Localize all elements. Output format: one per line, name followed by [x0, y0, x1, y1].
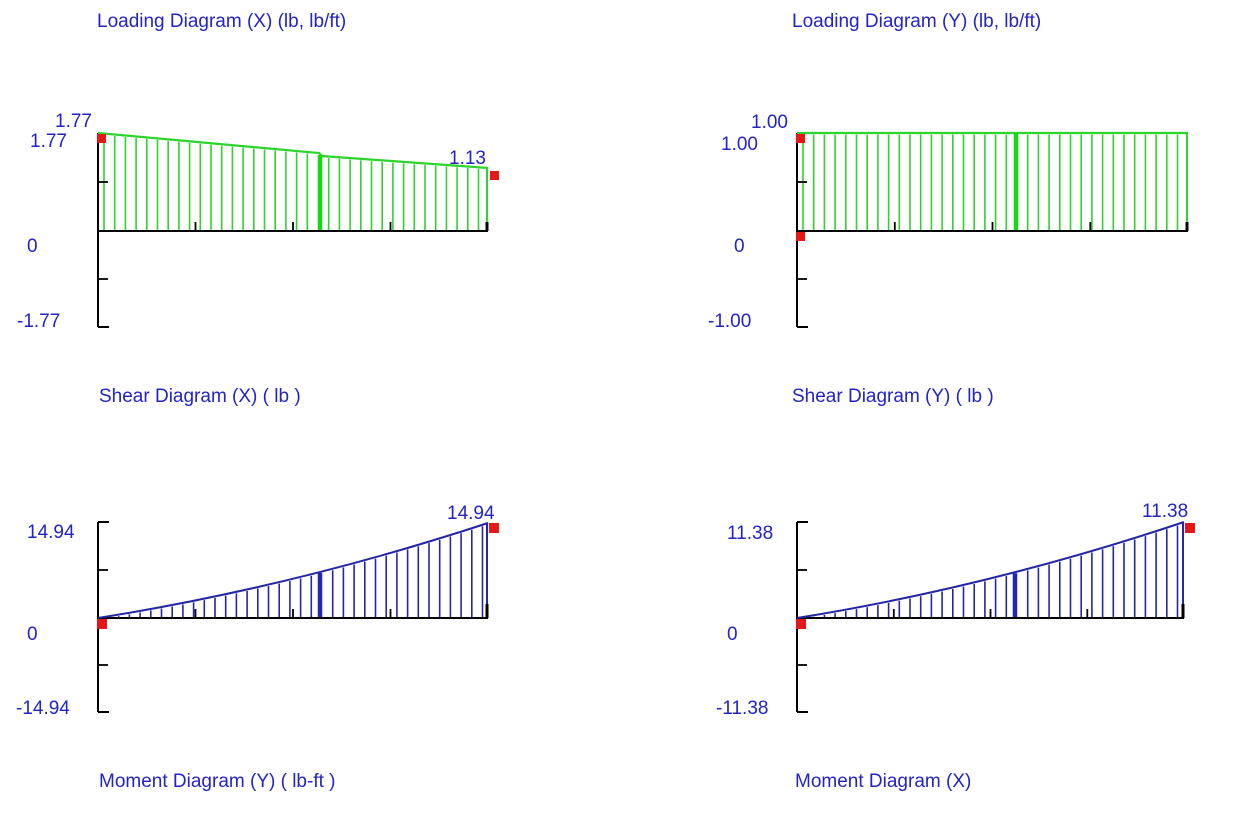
shear-y-min-tick-label: -11.38: [716, 698, 769, 719]
shear-y-max-tick-label: 11.38: [727, 523, 774, 544]
loading-x-start-value-label: 1.77: [55, 111, 92, 132]
shear-y-end-value-label: 11.38: [1142, 501, 1189, 522]
shear-x-profile-line: [97, 522, 489, 619]
shear-x-title: Shear Diagram (X) ( lb ): [99, 386, 301, 407]
shear-y-end-marker: [1185, 523, 1195, 533]
loading-x-start-marker: [97, 134, 106, 143]
moment-y-title: Moment Diagram (Y) ( lb-ft ): [99, 771, 336, 792]
loading-x-zero-tick-label: 0: [27, 236, 38, 257]
loading-y-min-tick-label: -1.00: [708, 311, 752, 332]
shear-x-max-tick-label: 14.94: [27, 522, 75, 543]
shear-x-start-marker: [97, 619, 107, 629]
shear-y-profile-line: [796, 521, 1185, 619]
loading-y-start-value-label: 1.00: [751, 112, 788, 133]
loading-y-zero-tick-label: 0: [734, 236, 745, 257]
loading-y-max-tick-label: 1.00: [721, 134, 758, 155]
loading-x-min-tick-label: -1.77: [17, 311, 61, 332]
loading-y-start-marker: [796, 134, 805, 143]
loading-x-end-value-label: 1.13: [449, 148, 486, 169]
loading-y-end-marker: [796, 232, 805, 241]
shear-y-title: Shear Diagram (Y) ( lb ): [792, 386, 994, 407]
loading-x-chart: [97, 131, 499, 328]
moment-x-title: Moment Diagram (X): [795, 771, 972, 792]
shear-y-zero-tick-label: 0: [727, 624, 738, 645]
loading-x-end-marker: [490, 171, 499, 180]
shear-x-end-value-label: 14.94: [447, 503, 495, 524]
shear-y-start-marker: [796, 619, 806, 629]
shear-x-zero-tick-label: 0: [27, 624, 38, 645]
shear-x-chart: [97, 521, 499, 713]
loading-x-profile-line: [97, 131, 489, 170]
loading-y-title: Loading Diagram (Y) (lb, lb/ft): [792, 11, 1042, 32]
loading-x-max-tick-label: 1.77: [30, 131, 67, 152]
loading-y-chart: [796, 131, 1189, 328]
shear-x-end-marker: [489, 523, 499, 533]
shear-y-chart: [796, 521, 1195, 713]
loading-x-title: Loading Diagram (X) (lb, lb/ft): [97, 11, 347, 32]
shear-x-min-tick-label: -14.94: [16, 698, 70, 719]
